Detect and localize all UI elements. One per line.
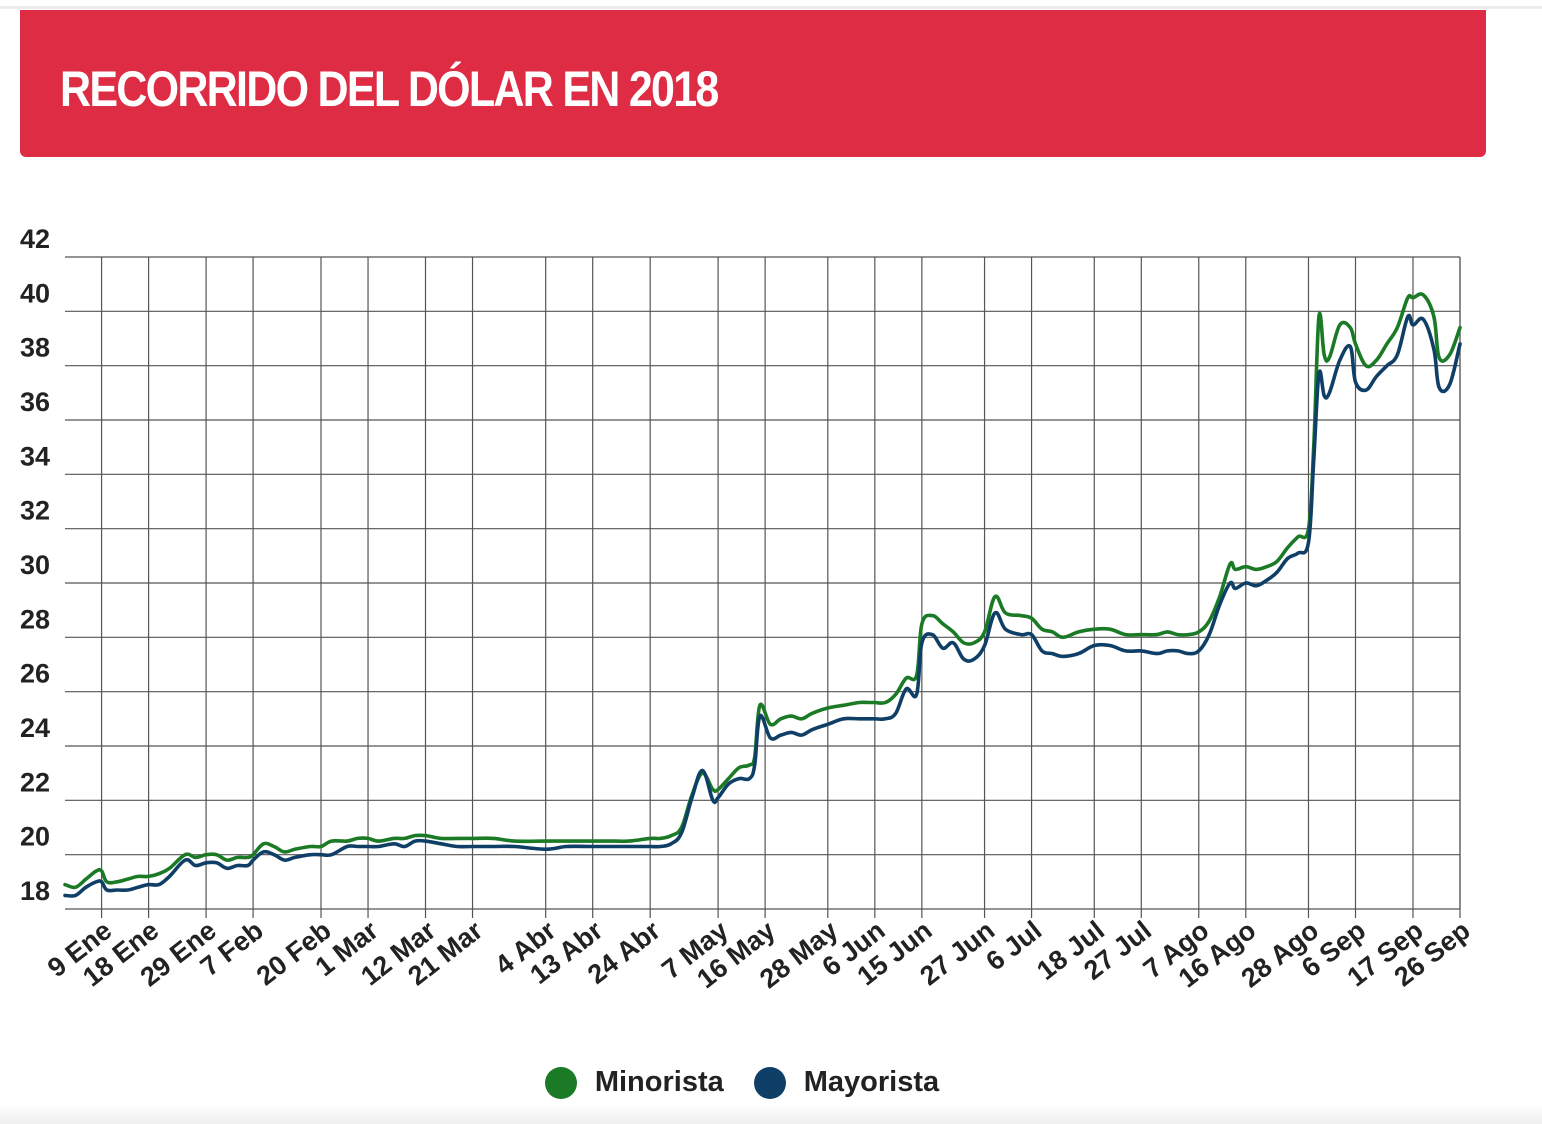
legend-label: Minorista xyxy=(594,1066,724,1098)
legend-item-mayorista[interactable]: Mayorista xyxy=(753,1066,940,1099)
y-tick-label: 38 xyxy=(20,333,50,363)
chart-grid xyxy=(65,256,1461,918)
y-tick-label: 26 xyxy=(20,659,50,689)
y-tick-label: 24 xyxy=(20,713,50,743)
series-line-mayorista xyxy=(63,313,1462,898)
chart-series xyxy=(63,292,1462,898)
page-title: RECORRIDO DEL DÓLAR EN 2018 xyxy=(60,61,719,117)
series-line-minorista xyxy=(63,292,1462,890)
bottom-edge xyxy=(0,1104,1542,1124)
y-tick-label: 20 xyxy=(20,822,50,852)
y-tick-label: 36 xyxy=(20,387,50,417)
y-tick-label: 40 xyxy=(20,278,50,308)
legend: Minorista Mayorista xyxy=(0,1066,1484,1099)
y-tick-label: 42 xyxy=(20,224,50,254)
top-divider xyxy=(0,6,1542,9)
y-tick-label: 28 xyxy=(20,604,50,634)
legend-item-minorista[interactable]: Minorista xyxy=(544,1066,724,1099)
y-axis-labels: 18 20 22 24 26 28 30 32 34 36 38 40 42 xyxy=(20,224,50,906)
y-tick-label: 30 xyxy=(20,550,50,580)
y-tick-label: 22 xyxy=(20,767,50,797)
legend-label: Mayorista xyxy=(803,1066,940,1098)
legend-dot-mayorista xyxy=(753,1066,786,1099)
y-tick-label: 18 xyxy=(20,876,50,906)
legend-dot-minorista xyxy=(544,1066,577,1099)
y-tick-label: 32 xyxy=(20,496,50,526)
y-tick-label: 34 xyxy=(20,441,50,471)
chart-header: RECORRIDO DEL DÓLAR EN 2018 xyxy=(20,10,1486,157)
